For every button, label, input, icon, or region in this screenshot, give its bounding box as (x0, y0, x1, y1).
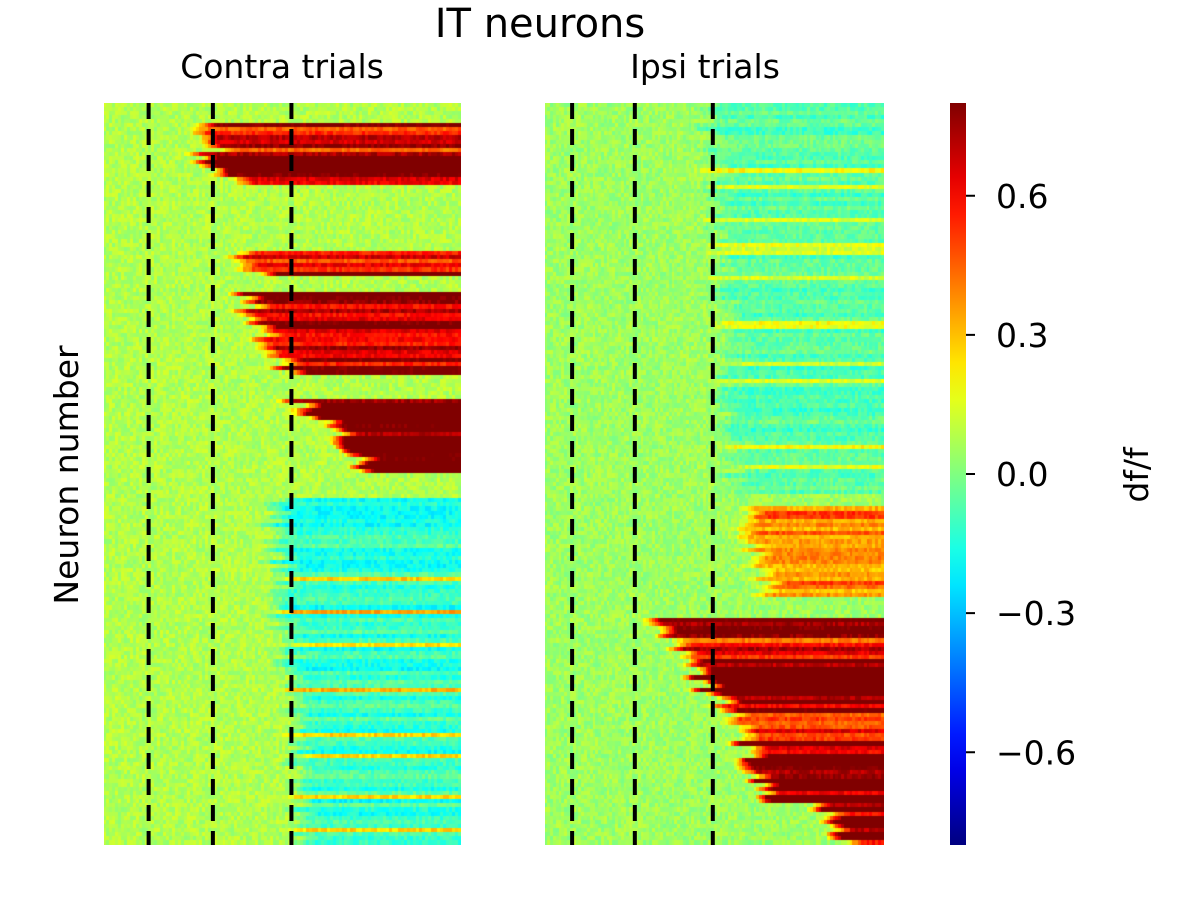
colorbar-tick-label: −0.6 (996, 733, 1076, 772)
colorbar-tick-label: 0.3 (996, 316, 1048, 355)
colorbar-tick-label: 0.0 (996, 455, 1048, 494)
colorbar-tick-label: 0.6 (996, 177, 1048, 216)
heatmap-contra-wrap (104, 103, 461, 845)
colorbar-ticks: 0.6 0.3 0.0 −0.3 −0.6 (966, 177, 1076, 772)
heatmap-contra (104, 103, 461, 845)
event-lines-ipsi (570, 103, 715, 845)
y-axis-label: Neuron number (47, 345, 86, 605)
colorbar-label: df/f (1117, 446, 1156, 503)
event-lines-contra (146, 103, 294, 845)
chart-title: IT neurons (435, 1, 646, 47)
panel-title-ipsi: Ipsi trials (630, 47, 780, 86)
colorbar (950, 103, 966, 845)
colorbar-tick-label: −0.3 (996, 594, 1076, 633)
panel-title-contra: Contra trials (180, 47, 384, 86)
